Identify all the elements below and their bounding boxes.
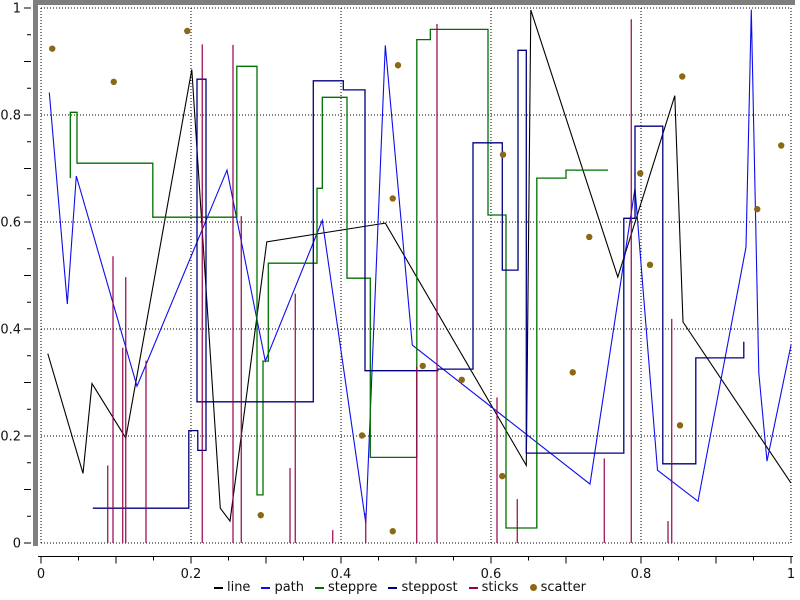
scatter-point [394, 62, 402, 69]
legend-dot-marker [529, 584, 537, 591]
x-tick-label: 0.2 [181, 567, 202, 582]
legend-label: steppost [401, 580, 458, 595]
scatter-point [110, 78, 117, 86]
legend-dash-marker [468, 586, 478, 589]
series-steppre [69, 28, 608, 529]
x-tick-label: 0.6 [481, 567, 502, 582]
y-tick-label: 1 [13, 2, 21, 17]
legend-label: scatter [540, 580, 587, 595]
legend-item-steppost: steppost [388, 580, 458, 595]
y-tick-label: 0.4 [0, 323, 21, 338]
y-tick-label: 0.8 [0, 109, 21, 124]
scatter-point [389, 195, 396, 202]
scatter-point [637, 170, 644, 177]
x-tick-label: 1 [787, 567, 795, 582]
legend-item-sticks: sticks [468, 580, 519, 595]
scatter-point [679, 73, 686, 80]
scatter-point [646, 261, 654, 268]
legend-dash-marker [261, 586, 271, 589]
plot-frame-top [33, 0, 795, 5]
legend-dash-marker [213, 586, 223, 589]
series-steppost [92, 49, 745, 509]
legend-dash-marker [388, 586, 398, 589]
y-tick-label: 0 [13, 537, 21, 552]
series-line [47, 9, 792, 523]
scatter-point [257, 511, 264, 519]
x-tick-label: 0 [37, 567, 45, 582]
scatter-point [358, 432, 366, 439]
legend-label: line [226, 580, 251, 595]
x-tick-label: 0.4 [331, 567, 352, 582]
scatter-point [389, 528, 396, 535]
plot-frame-left [33, 0, 38, 546]
legend-label: steppre [328, 580, 378, 595]
scatter-point [419, 362, 426, 370]
series-path [48, 9, 792, 524]
scatter-point [49, 45, 56, 52]
y-tick-label: 0.2 [0, 430, 21, 445]
scatter-point [499, 472, 506, 480]
legend-item-steppre: steppre [315, 580, 377, 595]
scatter-point [676, 422, 684, 429]
legend-label: path [274, 580, 304, 595]
scatter-point [778, 142, 785, 149]
scatter-point [499, 151, 507, 158]
scatter-point [754, 205, 761, 213]
legend-label: sticks [481, 580, 519, 595]
scatter-point [586, 233, 593, 241]
x-tick-label: 0.8 [631, 567, 652, 582]
y-tick-label: 0.6 [0, 216, 21, 231]
legend: line path steppre steppost sticks scatter [0, 580, 800, 595]
scatter-point [569, 369, 576, 376]
legend-item-path: path [261, 580, 304, 595]
scatter-point [458, 376, 465, 384]
legend-dash-marker [315, 586, 324, 589]
legend-item-line: line [213, 580, 251, 595]
scatter-point [184, 27, 191, 35]
legend-item-scatter: scatter [529, 580, 587, 595]
